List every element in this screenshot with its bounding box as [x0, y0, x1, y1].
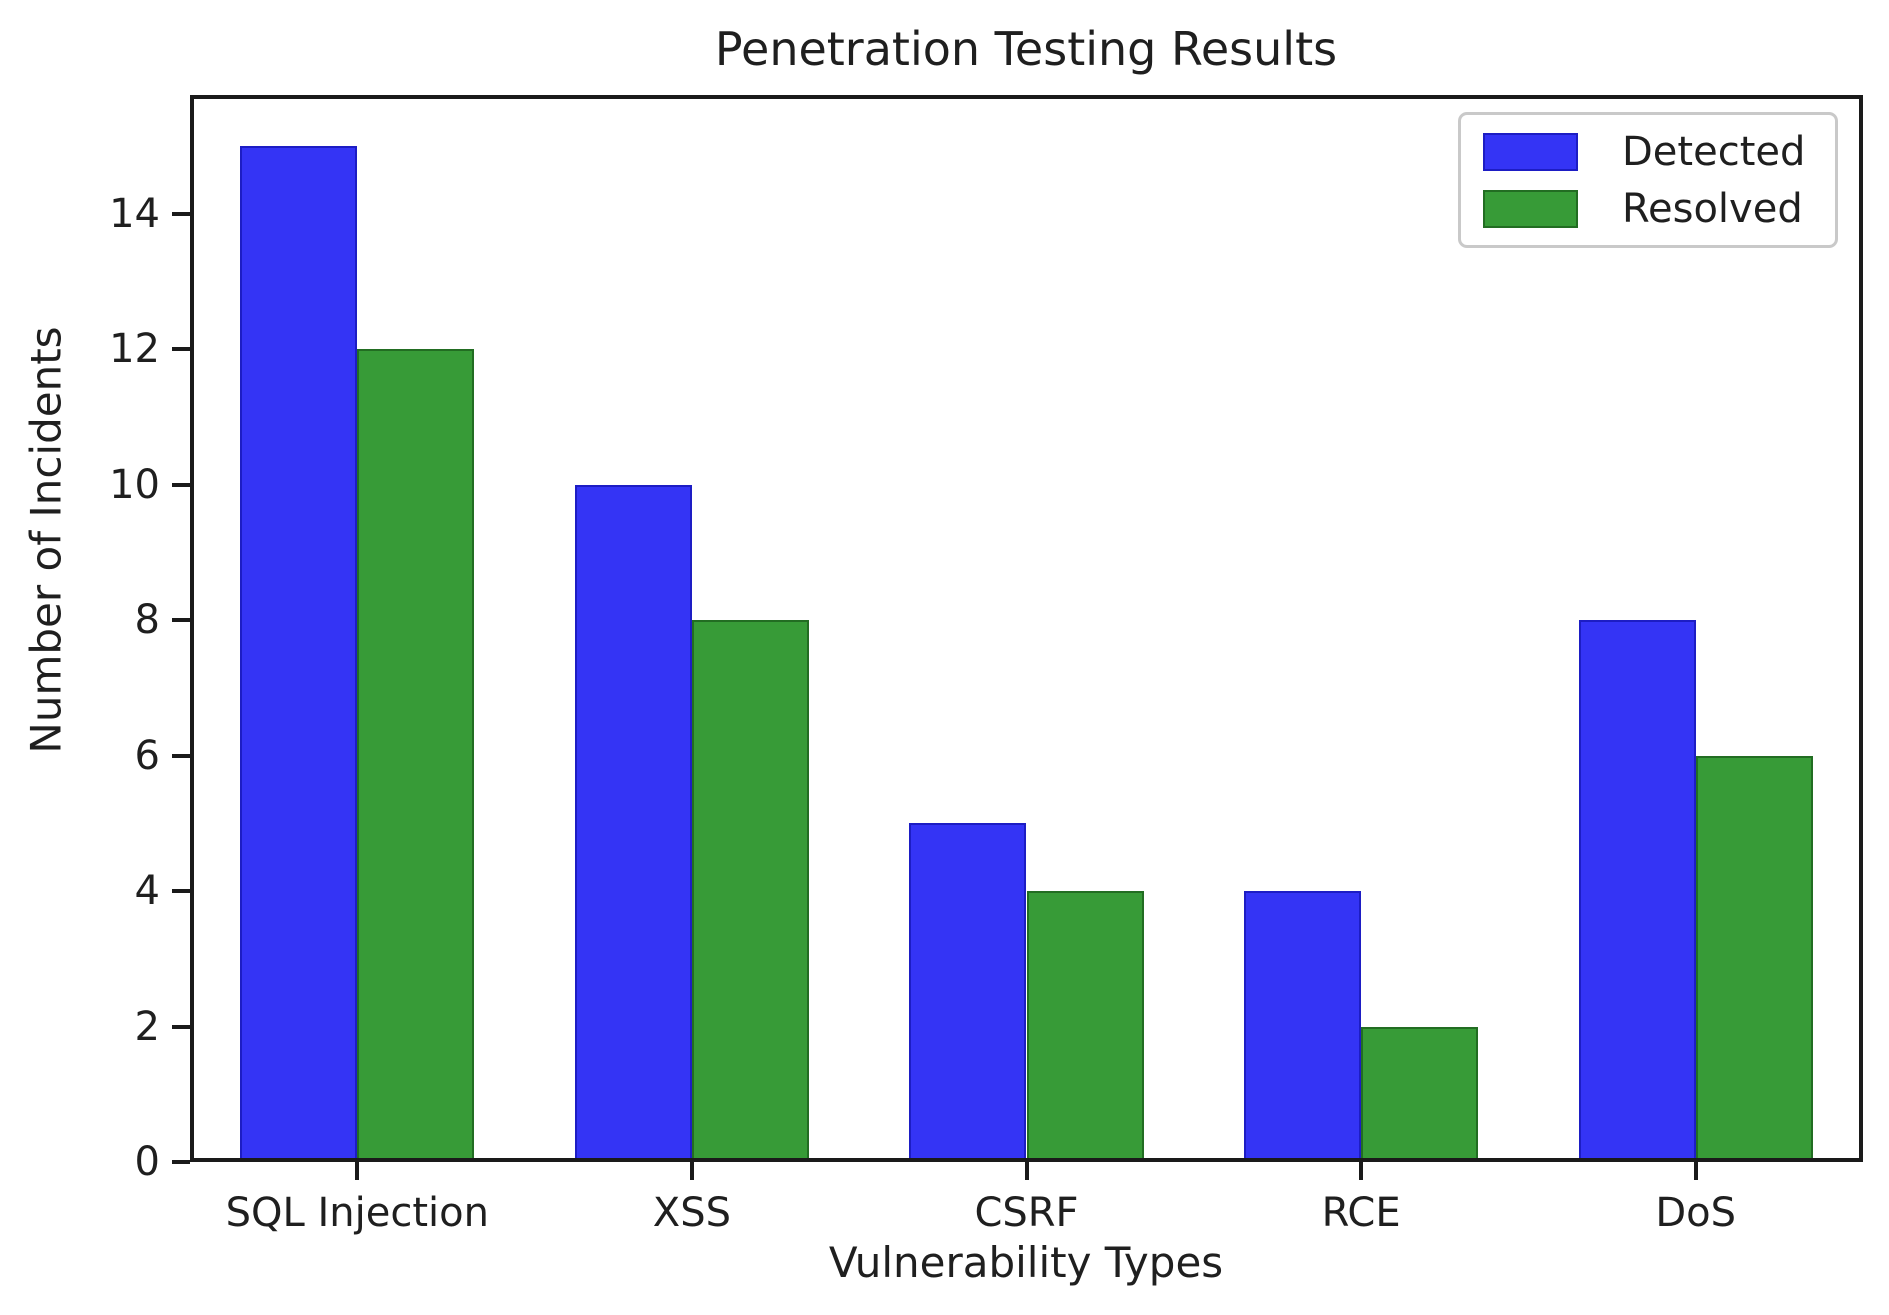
x-axis-label: Vulnerability Types [828, 1238, 1224, 1287]
plot-area [190, 95, 1863, 1162]
chart-title: Penetration Testing Results [714, 22, 1338, 76]
legend-swatch-resolved [1483, 189, 1578, 228]
legend-entry-detected: Detected [1461, 129, 1835, 175]
y-tick-10 [172, 482, 190, 487]
bar-resolved-csrf [1026, 891, 1144, 1162]
y-tick-label-6: 6 [134, 732, 160, 779]
x-tick-dos [1693, 1162, 1698, 1180]
bar-resolved-dos [1695, 755, 1813, 1162]
legend-label-resolved: Resolved [1622, 185, 1803, 232]
y-tick-0 [172, 1160, 190, 1164]
x-tick-label-csrf: CSRF [974, 1190, 1079, 1236]
y-tick-label-12: 12 [109, 326, 160, 373]
y-tick-label-14: 14 [109, 190, 160, 237]
x-tick-csrf [1024, 1162, 1029, 1180]
legend: Detected Resolved [1458, 112, 1838, 248]
bar-detected-xss [574, 484, 692, 1162]
x-tick-rce [1359, 1162, 1364, 1180]
x-tick-label-rce: RCE [1321, 1190, 1401, 1236]
bar-detected-csrf [909, 823, 1027, 1162]
bar-resolved-rce [1361, 1026, 1479, 1162]
y-tick-12 [172, 347, 190, 352]
y-tick-2 [172, 1024, 190, 1029]
y-tick-label-2: 2 [134, 1003, 160, 1050]
bar-resolved-xss [691, 620, 809, 1162]
y-tick-14 [172, 211, 190, 216]
y-axis-label: Number of Incidents [21, 326, 71, 754]
y-tick-4 [172, 889, 190, 894]
x-tick-sql-injection [355, 1162, 360, 1180]
y-tick-label-4: 4 [134, 868, 160, 915]
y-tick-6 [172, 753, 190, 758]
legend-swatch-detected [1483, 132, 1578, 171]
bar-detected-rce [1243, 891, 1362, 1162]
x-tick-label-sql-injection: SQL Injection [225, 1190, 489, 1236]
x-tick-label-xss: XSS [652, 1190, 731, 1236]
y-tick-label-0: 0 [134, 1139, 160, 1185]
bar-detected-dos [1578, 620, 1696, 1162]
bar-resolved-sql-injection [357, 349, 475, 1162]
y-tick-label-10: 10 [109, 461, 160, 508]
bar-detected-sql-injection [240, 145, 358, 1162]
y-tick-label-8: 8 [134, 597, 160, 644]
legend-entry-resolved: Resolved [1461, 186, 1835, 232]
x-tick-xss [689, 1162, 694, 1180]
legend-label-detected: Detected [1622, 128, 1806, 175]
x-tick-label-dos: DoS [1655, 1190, 1737, 1236]
y-tick-8 [172, 618, 190, 623]
